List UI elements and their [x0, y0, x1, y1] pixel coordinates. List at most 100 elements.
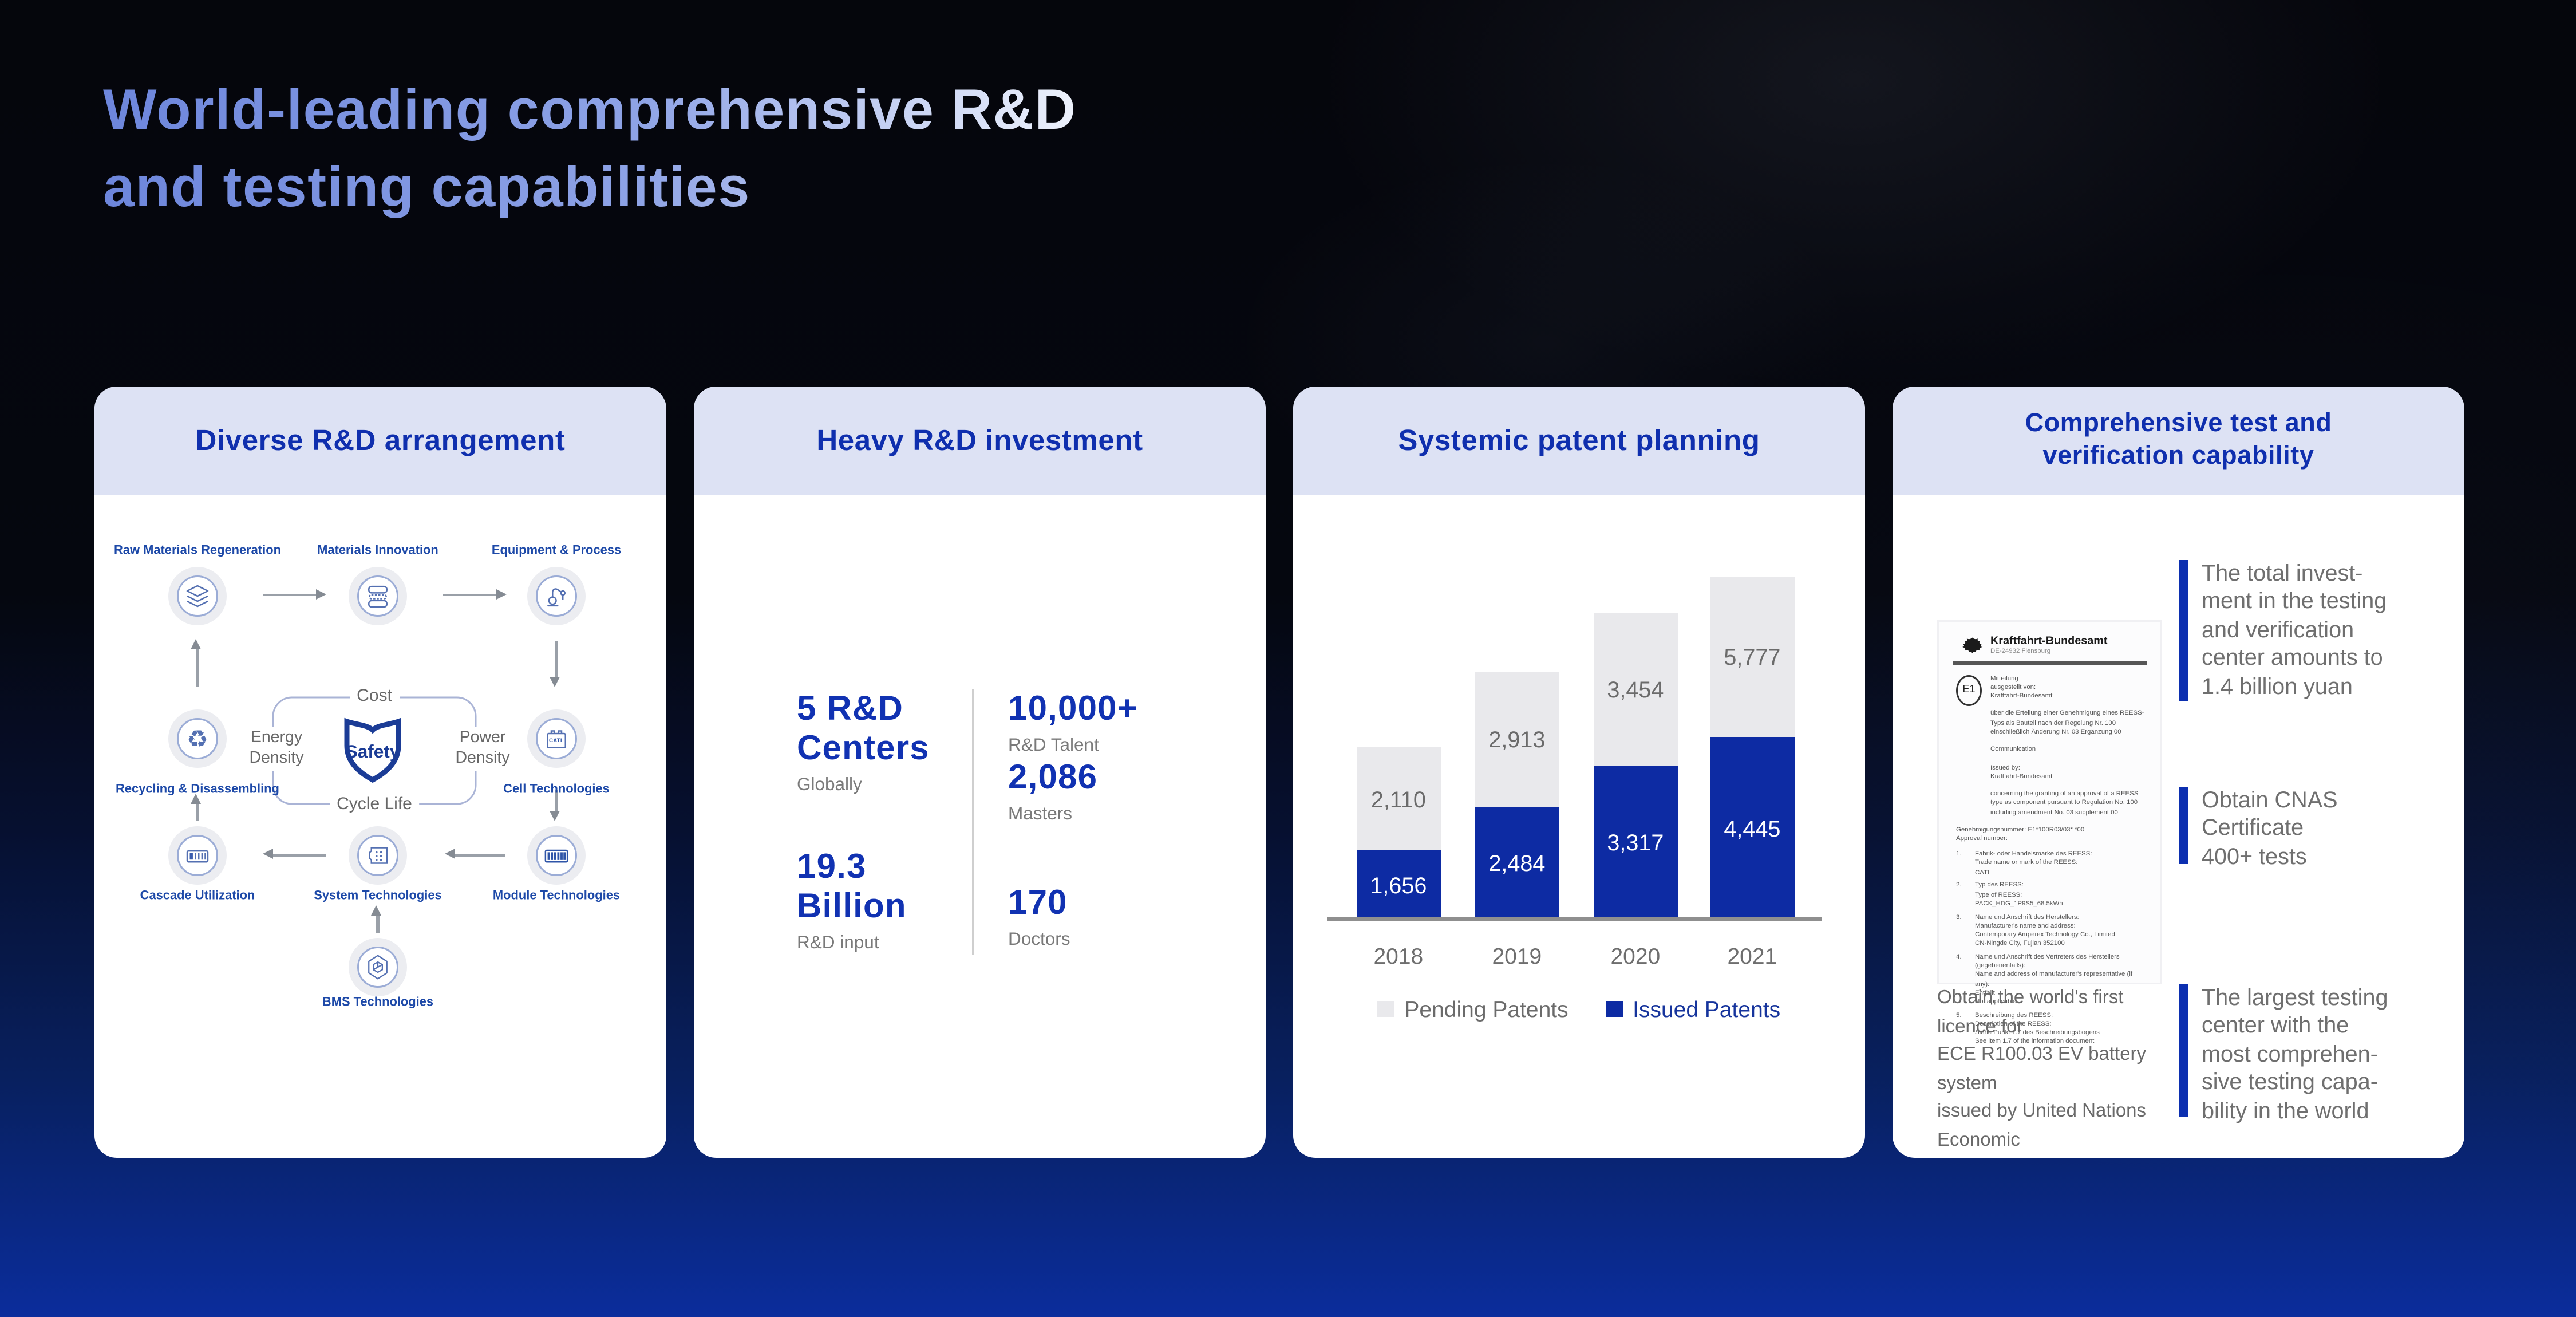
card-test-verification: Comprehensive test and verification capa… — [1893, 387, 2464, 1158]
verification-content: Kraftfahrt-Bundesamt DE-24932 Flensburg … — [1893, 495, 2464, 1158]
recycle-icon: ♻ — [168, 709, 227, 768]
arrow-module-to-system — [455, 854, 505, 857]
certificate-item: 1. Fabrik- oder Handelsmarke des REESS: T… — [1956, 850, 2092, 876]
materials-stack-icon — [349, 566, 407, 625]
arrow-bms-to-system — [377, 916, 379, 933]
card-diverse-rd-arrangement: Diverse R&D arrangement Raw Materials Re… — [94, 387, 666, 1158]
stat-rd-talent: 10,000+ R&D Talent — [1008, 691, 1138, 756]
card-header: Heavy R&D investment — [694, 387, 1266, 495]
ece-licence-note: Obtain the world's first licence for ECE… — [1937, 988, 2147, 1151]
highlight-bar — [2179, 787, 2187, 864]
bar-2019: 2,913 2,484 — [1475, 672, 1559, 919]
stat-label: R&D Talent — [1008, 735, 1099, 756]
highlight-bar — [2179, 984, 2187, 1117]
page-title: World-leading comprehensive R&D and test… — [103, 72, 1076, 225]
battery-module-icon — [527, 826, 586, 885]
stat-masters: 2,086 Masters — [1008, 759, 1097, 825]
recycle-glyph: ♻ — [187, 725, 208, 752]
pending-segment: 3,454 — [1594, 613, 1677, 766]
certificate-rule — [1953, 661, 2147, 664]
issued-value: 4,445 — [1724, 815, 1781, 841]
pending-segment: 5,777 — [1710, 577, 1794, 737]
arrowhead-down-icon — [550, 677, 561, 687]
stat-value: 5 R&D Centers — [797, 691, 930, 768]
e1-mark-icon: E1 — [1956, 674, 1982, 705]
certificate-item: 2. Typ des REESS: Type of REESS: PACK_HDG… — [1956, 882, 2063, 907]
stat-rd-centers: 5 R&D Centers Globally — [797, 691, 930, 795]
safety-shield-icon — [340, 709, 405, 788]
card-title: Systemic patent planning — [1398, 423, 1760, 456]
card-title: Comprehensive test and verification capa… — [2025, 409, 2332, 470]
issued-value: 2,484 — [1488, 850, 1546, 876]
cycle-life-label: Cycle Life — [330, 794, 419, 818]
arrowhead-right-icon — [496, 589, 507, 600]
node-label-equipment-process: Equipment & Process — [491, 542, 622, 558]
certificate-approval-number: Genehmigungsnummer: E1*100R03/03* *00 Ap… — [1956, 826, 2085, 842]
node-label-raw-materials-regeneration: Raw Materials Regeneration — [114, 542, 281, 558]
arrowhead-left-icon — [262, 849, 272, 860]
certificate-e-mark-row: E1 Mitteilung ausgestellt von: Kraftfahr… — [1956, 674, 2147, 818]
arrow-raw-to-materials — [263, 594, 316, 597]
certificate-item: 3. Name und Anschrift des Herstellers: Ma… — [1956, 913, 2115, 947]
kba-certificate-image: Kraftfahrt-Bundesamt DE-24932 Flensburg … — [1937, 620, 2162, 1045]
cnas-highlight-text: Obtain CNAS Certificate 400+ tests — [2202, 787, 2338, 869]
card-header: Comprehensive test and verification capa… — [1893, 387, 2464, 495]
legend-label: Issued Patents — [1633, 996, 1781, 1022]
cell-brand-label: CATL — [548, 737, 564, 744]
stat-label: R&D input — [797, 933, 879, 953]
arrow-recycling-to-raw — [196, 649, 199, 687]
cascade-container-icon — [168, 826, 227, 885]
stat-label: Masters — [1008, 804, 1073, 825]
card-header: Systemic patent planning — [1293, 387, 1865, 495]
node-label-recycling-disassembling: Recycling & Disassembling — [116, 780, 279, 795]
card-header: Diverse R&D arrangement — [94, 387, 666, 495]
pending-segment: 2,913 — [1475, 672, 1559, 807]
arrowhead-up-icon — [372, 904, 382, 915]
legend-label: Pending Patents — [1404, 996, 1568, 1022]
patent-bar-chart: 2,110 1,656 2,913 2,484 3,454 3,317 5,77… — [1293, 495, 1865, 1158]
bar-2021: 5,777 4,445 — [1710, 577, 1794, 919]
cost-label: Cost — [350, 684, 399, 709]
issued-swatch-icon — [1606, 1001, 1623, 1018]
issued-segment: 4,445 — [1710, 737, 1794, 919]
arrow-equipment-to-cell — [555, 641, 558, 677]
issued-segment: 1,656 — [1357, 850, 1440, 919]
card-heavy-rd-investment: Heavy R&D investment 5 R&D Centers Globa… — [694, 387, 1266, 1158]
bms-cube-icon — [349, 938, 407, 996]
pending-value: 5,777 — [1724, 644, 1781, 670]
pending-segment: 2,110 — [1357, 747, 1440, 850]
arrowhead-up-icon — [191, 792, 202, 803]
issued-segment: 3,317 — [1594, 766, 1677, 919]
column-divider — [972, 689, 974, 955]
card-title: Diverse R&D arrangement — [195, 423, 566, 456]
layers-icon — [168, 566, 227, 625]
node-label-system-technologies: System Technologies — [314, 887, 442, 903]
robot-arm-icon — [527, 566, 586, 625]
node-label-bms-technologies: BMS Technologies — [322, 993, 434, 1010]
pending-value: 2,110 — [1370, 786, 1426, 812]
investment-highlight-text: The total invest- ment in the testing an… — [2202, 560, 2387, 699]
arrow-cascade-to-recycling — [196, 804, 199, 821]
issued-value: 3,317 — [1607, 830, 1664, 855]
system-board-icon — [349, 826, 407, 885]
legend-item-pending: Pending Patents — [1377, 996, 1568, 1022]
certificate-authority-address: DE-24932 Flensburg — [1990, 648, 2051, 654]
x-axis-line — [1327, 917, 1822, 921]
node-label-cell-technologies: Cell Technologies — [503, 780, 610, 795]
pending-value: 2,913 — [1488, 727, 1546, 752]
chart-legend: Pending Patents Issued Patents — [1293, 996, 1865, 1022]
investment-stats: 5 R&D Centers Globally 19.3 Billion R&D … — [694, 495, 1266, 1158]
stat-value: 10,000+ — [1008, 691, 1138, 728]
energy-density-label: Energy Density — [242, 727, 311, 771]
issued-value: 1,656 — [1370, 872, 1427, 898]
stat-value: 2,086 — [1008, 759, 1098, 797]
certificate-item: 5. Beschreibung des REESS: Description of… — [1956, 1011, 2100, 1046]
arrowhead-down-icon — [550, 811, 561, 821]
pending-value: 3,454 — [1607, 677, 1664, 703]
stat-value: 170 — [1008, 885, 1068, 922]
card-title: Heavy R&D investment — [816, 423, 1143, 456]
year-label-2020: 2020 — [1610, 943, 1661, 969]
certificate-authority: Kraftfahrt-Bundesamt — [1990, 636, 2108, 648]
highlight-bar — [2179, 560, 2187, 701]
